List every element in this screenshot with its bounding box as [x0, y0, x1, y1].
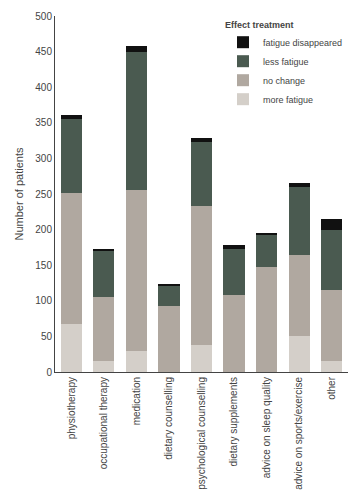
svg-text:150: 150: [35, 260, 52, 271]
svg-text:450: 450: [35, 46, 52, 57]
svg-text:50: 50: [41, 331, 53, 342]
svg-text:250: 250: [35, 189, 52, 200]
svg-text:400: 400: [35, 82, 52, 93]
svg-text:psychological counselling: psychological counselling: [196, 377, 207, 490]
svg-text:500: 500: [35, 11, 52, 22]
svg-text:300: 300: [35, 153, 52, 164]
svg-text:200: 200: [35, 224, 52, 235]
svg-text:other: other: [326, 376, 337, 399]
svg-text:advice on sports/exercise: advice on sports/exercise: [293, 377, 304, 490]
svg-text:medication: medication: [131, 377, 142, 425]
svg-text:fatigue disappeared: fatigue disappeared: [263, 38, 342, 48]
svg-text:dietary supplements: dietary supplements: [228, 377, 239, 467]
svg-text:0: 0: [46, 367, 52, 378]
svg-text:advice on sleep quality: advice on sleep quality: [261, 377, 272, 478]
svg-text:less fatigue: less fatigue: [263, 57, 309, 67]
svg-text:Effect treatment: Effect treatment: [225, 20, 294, 30]
svg-text:more fatigue: more fatigue: [263, 95, 313, 105]
svg-text:Number of patients: Number of patients: [13, 147, 25, 240]
svg-text:100: 100: [35, 295, 52, 306]
svg-text:occupational therapy: occupational therapy: [98, 377, 109, 469]
svg-text:dietary counselling: dietary counselling: [163, 377, 174, 460]
svg-text:no change: no change: [263, 76, 305, 86]
svg-text:physiotherapy: physiotherapy: [66, 377, 77, 439]
svg-text:350: 350: [35, 117, 52, 128]
